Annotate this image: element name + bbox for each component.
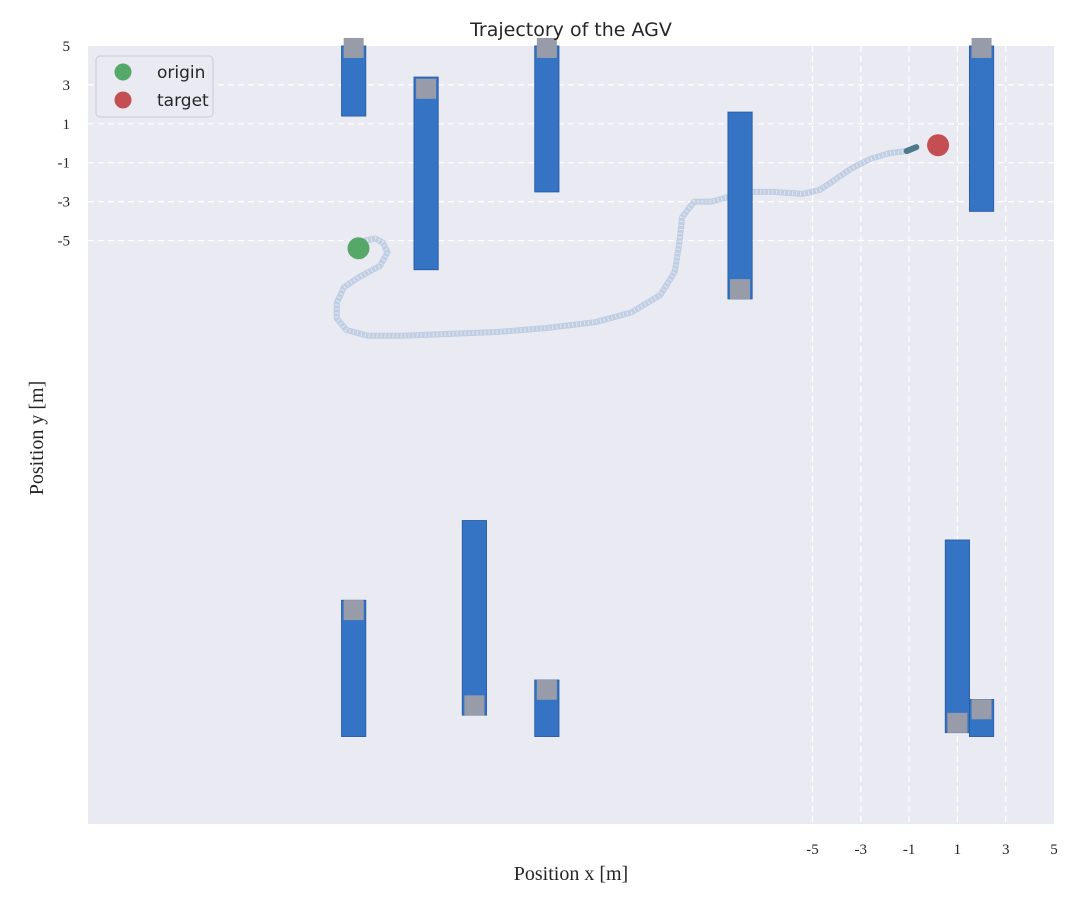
- legend-origin-marker: [114, 63, 132, 81]
- obstacle-bar: [341, 599, 367, 737]
- y-tick-label: 5: [63, 39, 71, 55]
- obstacle-marker: [343, 37, 364, 58]
- obstacle-marker: [464, 695, 485, 716]
- x-axis-label: Position x [m]: [514, 863, 628, 885]
- obstacle-marker: [971, 699, 992, 720]
- endpoints: [347, 134, 950, 260]
- legend: origin target: [95, 55, 214, 118]
- x-tick-label: -3: [855, 842, 868, 858]
- obstacle-bar: [413, 76, 439, 271]
- x-tick-label: -5: [806, 842, 819, 858]
- x-tick-label: 5: [1050, 842, 1058, 858]
- x-tick-label: 3: [1002, 842, 1010, 858]
- y-tick-label: -5: [58, 234, 71, 250]
- obstacle-bar: [461, 520, 487, 716]
- obstacle-marker: [343, 600, 364, 621]
- legend-target-marker: [114, 91, 132, 109]
- legend-target-label: target: [157, 91, 209, 111]
- obstacle-marker: [536, 679, 557, 700]
- obstacle-marker: [971, 37, 992, 58]
- y-tick-label: 1: [63, 117, 71, 133]
- target-point: [927, 134, 950, 157]
- tick-labels: 5 3 1 -1 -3 -5 -5 -3 -1 1 3 5: [58, 39, 1058, 858]
- trajectory-dots: [334, 145, 918, 338]
- origin-point: [347, 237, 370, 260]
- plot-background: [88, 46, 1054, 824]
- obstacle-bar: [968, 45, 995, 212]
- x-tick-label: -1: [903, 842, 916, 858]
- obstacle-bar: [944, 539, 970, 734]
- obstacle-bar: [727, 111, 753, 300]
- obstacle-marker: [416, 78, 437, 99]
- chart-title: Trajectory of the AGV: [469, 19, 672, 41]
- y-tick-label: 3: [63, 78, 71, 94]
- trajectory-path: [333, 144, 920, 339]
- y-axis-label: Position y [m]: [26, 381, 48, 495]
- grid-lines: [88, 46, 1054, 824]
- obstacle-marker: [947, 712, 968, 733]
- trajectory-end-segment: [903, 144, 920, 155]
- x-tick-label: 1: [954, 842, 962, 858]
- y-tick-label: -1: [58, 156, 71, 172]
- obstacle-marker: [536, 37, 557, 58]
- y-tick-label: -3: [58, 195, 71, 211]
- obstacles: [341, 37, 995, 737]
- obstacle-marker: [730, 279, 751, 300]
- legend-origin-label: origin: [157, 63, 205, 83]
- obstacle-bar: [534, 45, 560, 193]
